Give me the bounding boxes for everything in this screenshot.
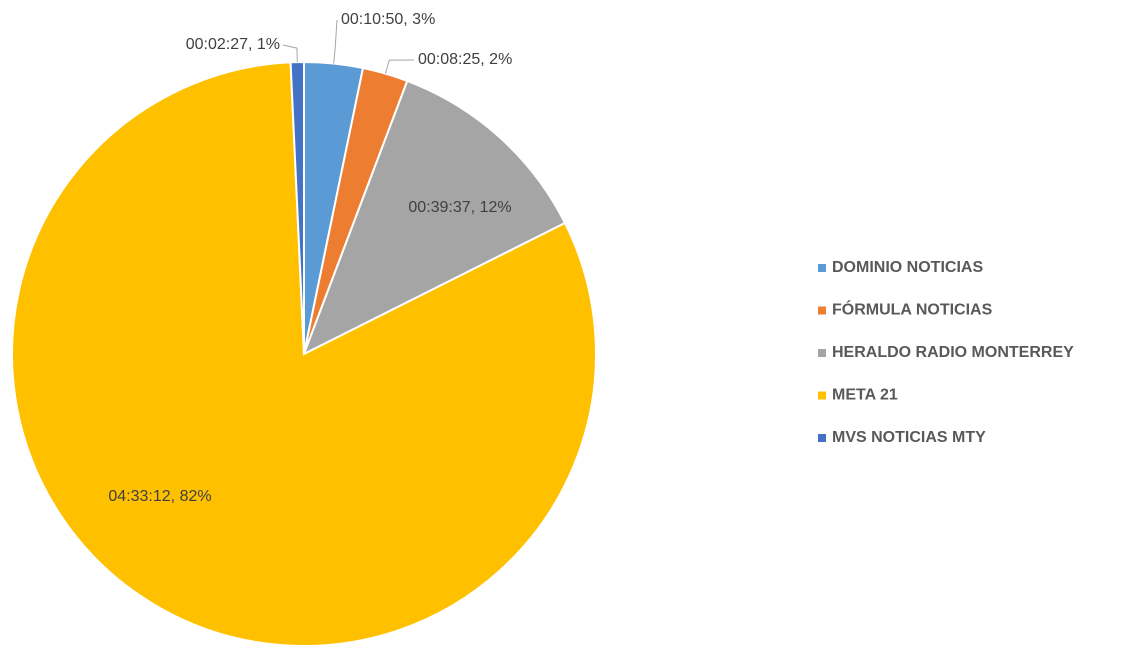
legend-label: HERALDO RADIO MONTERREY (832, 344, 1074, 361)
legend-label: DOMINIO NOTICIAS (832, 259, 983, 276)
leader-line (333, 19, 338, 64)
legend-label: MVS NOTICIAS MTY (832, 429, 986, 446)
legend-swatch (818, 306, 826, 315)
data-label: 00:08:25, 2% (418, 51, 512, 68)
legend-label: META 21 (832, 387, 898, 404)
leader-line (282, 44, 298, 63)
data-label: 00:10:50, 3% (341, 11, 435, 28)
legend-swatch (818, 349, 826, 357)
legend-label: FÓRMULA NOTICIAS (832, 300, 993, 319)
data-label: 00:39:37, 12% (408, 199, 511, 216)
legend-swatch (818, 264, 826, 272)
pie-slice (11, 61, 597, 647)
data-label: 00:02:27, 1% (186, 36, 280, 53)
pie-slice (302, 79, 567, 357)
legend-swatch (818, 434, 826, 442)
data-label: 04:33:12, 82% (108, 488, 211, 505)
legend-swatch (818, 391, 826, 400)
leader-line (384, 59, 415, 74)
